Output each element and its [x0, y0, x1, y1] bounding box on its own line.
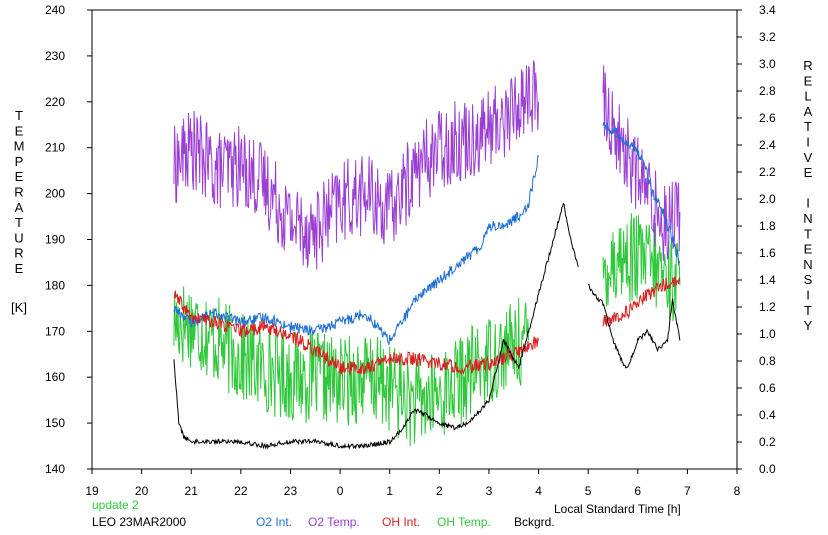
y-right-tick-label: 3.0: [759, 57, 776, 71]
y-right-label-letter: E: [804, 242, 813, 257]
y-right-tick-label: 1.0: [759, 327, 776, 341]
x-tick-label: 1: [386, 484, 393, 498]
y-left-label-letter: T: [15, 108, 23, 123]
y-left-label-letter: T: [15, 215, 23, 230]
y-left-tick-label: 190: [45, 233, 65, 247]
x-tick-label: 8: [734, 484, 741, 498]
y-left-label-letter: E: [15, 123, 24, 138]
y-left-tick-label: 140: [45, 462, 65, 476]
y-left-tick-label: 240: [45, 3, 65, 17]
series-line-o2-int-: [602, 122, 681, 265]
y-right-tick-label: 3.4: [759, 3, 776, 17]
y-right-label-letter: S: [804, 272, 813, 287]
y-left-tick-label: 160: [45, 370, 65, 384]
station-date: LEO 23MAR2000: [92, 515, 187, 529]
y-right-label-letter: I: [806, 196, 810, 211]
y-right-tick-label: 3.2: [759, 30, 776, 44]
y-right-tick-label: 0.6: [759, 381, 776, 395]
x-tick-label: 21: [185, 484, 199, 498]
y-left-tick-label: 170: [45, 324, 65, 338]
x-tick-label: 0: [337, 484, 344, 498]
y-right-tick-label: 0.4: [759, 408, 776, 422]
y-right-label-letter: R: [803, 58, 812, 73]
y-left-label-letter: R: [14, 246, 23, 261]
update-status: update 2: [92, 498, 139, 512]
y-left-label-letter: A: [15, 200, 24, 215]
x-tick-label: 7: [684, 484, 691, 498]
y-right-tick-label: 2.4: [759, 138, 776, 152]
y-right-tick-label: 0.0: [759, 462, 776, 476]
series-line-oh-temp-: [173, 286, 530, 447]
series-line-o2-temp-: [602, 65, 681, 261]
y-left-label-letter: U: [14, 230, 23, 245]
y-left-tick-label: 180: [45, 278, 65, 292]
x-tick-label: 5: [585, 484, 592, 498]
series-line-oh-int-: [173, 290, 539, 376]
legend-bckgrd-: Bckgrd.: [514, 515, 555, 529]
x-tick-label: 20: [135, 484, 149, 498]
y-right-label-letter: N: [803, 211, 812, 226]
y-right-label-letter: E: [804, 73, 813, 88]
series-line-o2-int-: [173, 155, 539, 346]
y-right-label-letter: L: [804, 89, 811, 104]
y-right-label-letter: I: [806, 135, 810, 150]
legend-oh-int-: OH Int.: [382, 515, 421, 529]
y-right-label-letter: T: [804, 119, 812, 134]
y-left-tick-label: 210: [45, 141, 65, 155]
y-left-tick-label: 230: [45, 49, 65, 63]
y-left-label-letter: P: [15, 154, 24, 169]
y-right-tick-label: 1.8: [759, 219, 776, 233]
y-right-tick-label: 2.6: [759, 111, 776, 125]
y-right-tick-label: 2.8: [759, 84, 776, 98]
x-tick-label: 4: [535, 484, 542, 498]
y-right-tick-label: 1.2: [759, 300, 776, 314]
y-right-label-letter: N: [803, 257, 812, 272]
y-left-tick-label: 200: [45, 187, 65, 201]
x-tick-label: 3: [486, 484, 493, 498]
y-left-label-letter: M: [14, 139, 25, 154]
x-tick-label: 22: [234, 484, 248, 498]
y-right-tick-label: 2.2: [759, 165, 776, 179]
series-line-oh-temp-: [602, 213, 681, 322]
x-tick-label: 2: [436, 484, 443, 498]
y-left-label-letter: E: [15, 169, 24, 184]
legend-o2-int-: O2 Int.: [256, 515, 293, 529]
y-right-label-letter: T: [804, 303, 812, 318]
y-left-tick-label: 220: [45, 95, 65, 109]
y-right-label-letter: A: [804, 104, 813, 119]
series-line-bckgrd-: [173, 202, 579, 451]
y-left-label-letter: R: [14, 185, 23, 200]
y-left-label-letter: E: [15, 261, 24, 276]
y-right-tick-label: 2.0: [759, 192, 776, 206]
legend-o2-temp-: O2 Temp.: [308, 515, 360, 529]
y-right-label-letter: T: [804, 226, 812, 241]
y-right-tick-label: 1.4: [759, 273, 776, 287]
y-right-label-letter: V: [804, 150, 813, 165]
series-line-o2-temp-: [173, 60, 539, 270]
x-tick-label: 6: [634, 484, 641, 498]
x-tick-label: 19: [85, 484, 99, 498]
y-right-label-letter: I: [806, 288, 810, 303]
y-right-label-letter: E: [804, 165, 813, 180]
x-tick-label: 23: [284, 484, 298, 498]
y-right-label-letter: Y: [804, 318, 813, 333]
series-line-oh-int-: [602, 276, 681, 327]
plot-frame: [91, 9, 738, 470]
y-right-tick-label: 0.2: [759, 435, 776, 449]
y-axis-left-unit: [K]: [11, 300, 27, 315]
series-line-bckgrd-: [588, 283, 681, 369]
legend-oh-temp-: OH Temp.: [437, 515, 491, 529]
x-axis-label: Local Standard Time [h]: [554, 502, 681, 516]
y-right-tick-label: 0.8: [759, 354, 776, 368]
y-left-tick-label: 150: [45, 416, 65, 430]
y-right-tick-label: 1.6: [759, 246, 776, 260]
